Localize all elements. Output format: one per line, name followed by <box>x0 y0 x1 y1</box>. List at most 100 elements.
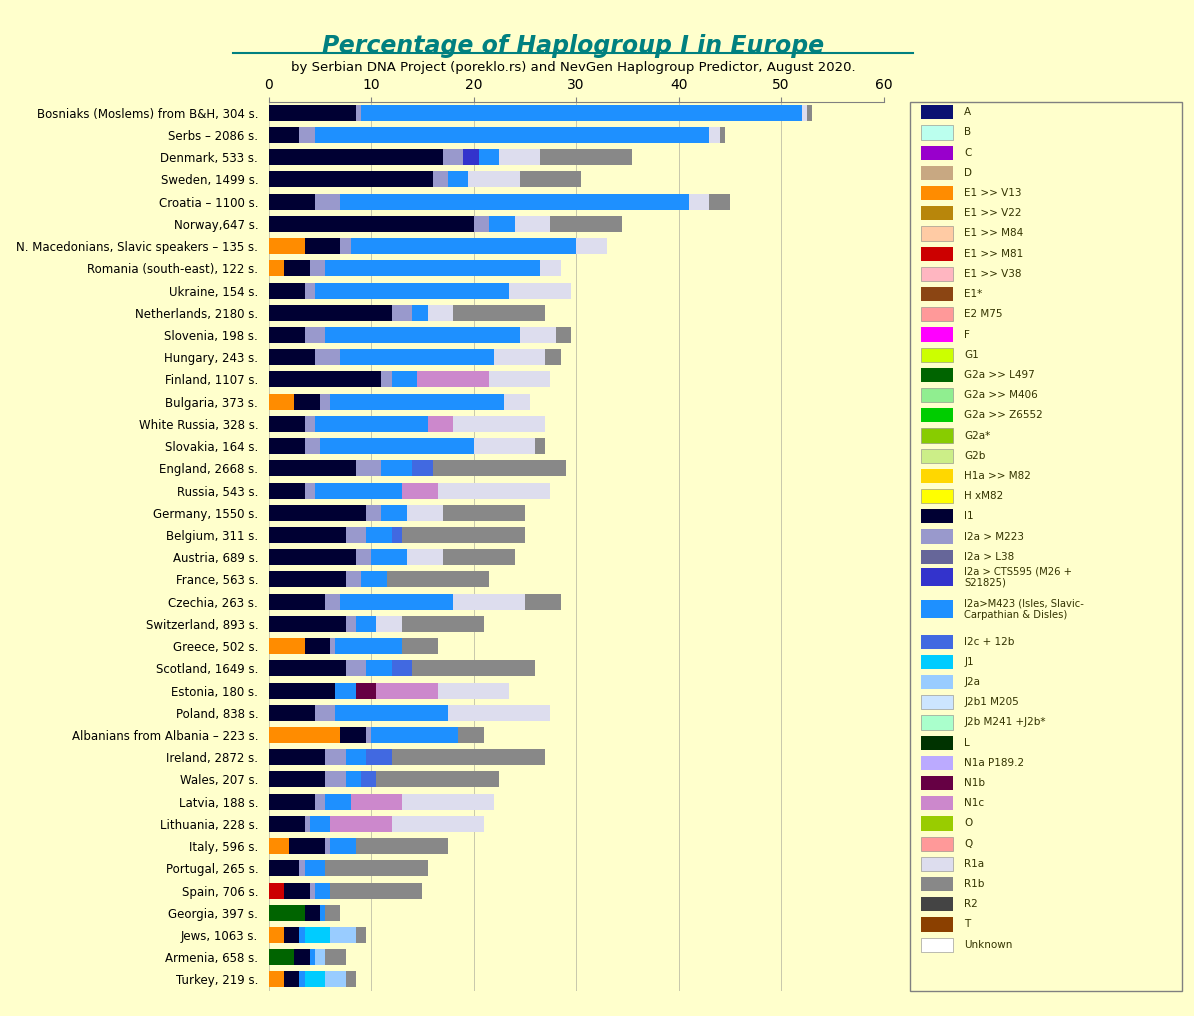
Bar <box>490 215 515 232</box>
Bar <box>315 127 709 143</box>
Bar <box>340 194 689 209</box>
FancyBboxPatch shape <box>921 816 953 830</box>
Bar <box>345 771 361 787</box>
Bar <box>454 593 525 610</box>
Bar <box>269 105 356 121</box>
Bar <box>510 282 571 299</box>
FancyBboxPatch shape <box>921 489 953 503</box>
Bar <box>345 971 356 988</box>
Bar <box>284 260 309 276</box>
Text: J2a: J2a <box>965 677 980 687</box>
Bar <box>392 527 402 543</box>
Bar <box>269 215 474 232</box>
Bar <box>309 260 325 276</box>
Bar <box>443 149 463 166</box>
Bar <box>315 350 340 365</box>
Text: R1a: R1a <box>965 859 984 869</box>
Bar <box>320 905 325 920</box>
Bar <box>402 527 525 543</box>
Bar <box>402 616 484 632</box>
Bar <box>494 350 546 365</box>
Bar <box>356 616 376 632</box>
Bar <box>412 460 432 477</box>
FancyBboxPatch shape <box>921 675 953 689</box>
Bar <box>356 838 448 854</box>
Bar <box>304 816 309 832</box>
Bar <box>320 438 474 454</box>
Bar <box>340 350 494 365</box>
Bar <box>345 749 367 765</box>
Bar <box>499 149 540 166</box>
Text: E1*: E1* <box>965 290 983 299</box>
Text: I2a > L38: I2a > L38 <box>965 552 1015 562</box>
Bar <box>269 616 345 632</box>
Bar <box>294 949 309 965</box>
FancyBboxPatch shape <box>921 166 953 180</box>
Bar <box>269 793 315 810</box>
Bar <box>340 238 351 254</box>
Text: N1c: N1c <box>965 799 984 809</box>
Bar <box>367 527 392 543</box>
Bar <box>474 215 490 232</box>
Bar <box>304 438 320 454</box>
Bar <box>269 483 304 499</box>
Text: J2b M241 +J2b*: J2b M241 +J2b* <box>965 717 1046 727</box>
FancyBboxPatch shape <box>921 145 953 160</box>
Bar <box>309 883 315 898</box>
Bar <box>269 949 294 965</box>
FancyBboxPatch shape <box>921 206 953 220</box>
Bar <box>387 571 490 587</box>
Bar <box>336 638 402 654</box>
Bar <box>550 215 622 232</box>
Bar <box>325 793 351 810</box>
Text: J2b1 M205: J2b1 M205 <box>965 697 1018 707</box>
Text: I2a > M223: I2a > M223 <box>965 531 1024 542</box>
Text: I2a>M423 (Isles, Slavic-
Carpathian & Disles): I2a>M423 (Isles, Slavic- Carpathian & Di… <box>965 598 1084 620</box>
Bar <box>367 749 392 765</box>
Bar <box>269 527 345 543</box>
Bar <box>356 683 376 699</box>
Bar <box>356 105 361 121</box>
Text: L: L <box>965 738 970 748</box>
Bar <box>269 861 300 877</box>
FancyBboxPatch shape <box>921 756 953 770</box>
Text: R2: R2 <box>965 899 978 909</box>
Text: T: T <box>965 919 971 930</box>
Bar <box>304 282 315 299</box>
Text: G1: G1 <box>965 350 979 360</box>
Bar <box>412 305 427 321</box>
Text: G2a*: G2a* <box>965 431 991 441</box>
Bar <box>269 593 325 610</box>
Bar <box>269 127 300 143</box>
Bar <box>269 683 336 699</box>
Bar <box>454 416 546 432</box>
Bar <box>345 616 356 632</box>
Bar <box>376 616 402 632</box>
FancyBboxPatch shape <box>921 600 953 618</box>
Bar <box>300 971 304 988</box>
Bar <box>356 550 371 565</box>
Bar <box>325 593 340 610</box>
Bar <box>438 483 550 499</box>
Bar <box>269 438 304 454</box>
FancyBboxPatch shape <box>921 287 953 301</box>
Bar <box>448 705 550 720</box>
Bar <box>555 327 571 343</box>
Bar <box>361 771 376 787</box>
Text: O: O <box>965 819 973 828</box>
Bar <box>289 838 325 854</box>
Text: H xM82: H xM82 <box>965 491 1003 501</box>
Bar <box>336 705 448 720</box>
Text: G2a >> L497: G2a >> L497 <box>965 370 1035 380</box>
FancyBboxPatch shape <box>921 307 953 321</box>
Bar <box>315 194 340 209</box>
Bar <box>269 727 340 743</box>
Bar <box>407 505 443 521</box>
FancyBboxPatch shape <box>921 429 953 443</box>
Bar <box>515 215 550 232</box>
Text: E1 >> V22: E1 >> V22 <box>965 208 1022 218</box>
Bar <box>294 393 320 409</box>
Bar <box>325 905 340 920</box>
Bar <box>468 172 519 187</box>
Bar <box>330 927 356 943</box>
